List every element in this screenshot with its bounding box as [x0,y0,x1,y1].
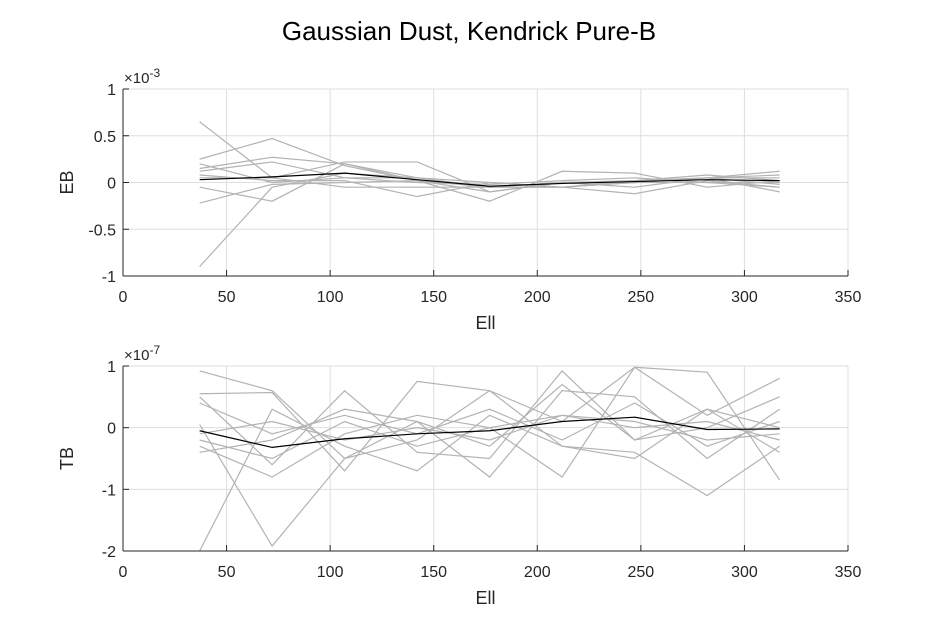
eb-xtick-label-6: 300 [731,289,758,306]
eb-multiplier-base: ×10 [124,70,149,87]
figure-title: Gaussian Dust, Kendrick Pure-B [282,16,656,46]
tb-exponent-multiplier: ×10-7 [124,343,160,364]
eb-mean-line [199,172,780,187]
tb-xtick-label-1: 50 [218,564,236,581]
tb-xlabel: Ell [475,588,495,608]
tb-xtick-label-3: 150 [420,564,447,581]
tb-xtick-label-2: 100 [317,564,344,581]
eb-xtick-label-7: 350 [835,289,862,306]
tb-realization-7 [199,414,780,460]
eb-xlabel: Ell [475,313,495,333]
tb-mean-line [199,416,780,449]
tb-xtick-label-0: 0 [119,564,128,581]
eb-exponent-multiplier: ×10-3 [124,66,160,87]
tb-ytick-label-0: -2 [102,544,116,561]
eb-ytick-label-1: -0.5 [88,222,116,239]
eb-multiplier-exp: -3 [149,66,160,80]
eb-realization-3 [199,161,780,188]
eb-xtick-label-5: 250 [628,289,655,306]
eb-ytick-label-2: 0 [107,176,116,193]
tb-multiplier-exp: -7 [149,343,160,357]
tb-ylabel: TB [57,447,77,470]
tb-realization-9 [199,414,780,441]
eb-ytick-label-0: -1 [102,269,116,286]
tb-subplot: 0 50 100 150 200 250 300 350 -2 -1 0 1 Ell TB ×10-7 [57,343,861,608]
eb-xtick-label-3: 150 [420,289,447,306]
tb-xtick-label-4: 200 [524,564,551,581]
tb-realization-2 [199,370,780,466]
tb-xtick-label-6: 300 [731,564,758,581]
eb-ytick-label-3: 0.5 [94,129,116,146]
eb-xtick-label-0: 0 [119,289,128,306]
eb-realization-8 [199,156,780,202]
eb-realization-9 [199,174,780,198]
eb-realization-7 [199,163,780,202]
tb-xtick-label-7: 350 [835,564,862,581]
tb-xtick-label-5: 250 [628,564,655,581]
eb-ytick-label-4: 1 [107,82,116,99]
eb-subplot: 0 50 100 150 200 250 300 350 -1 -0.5 0 0.5 1 Ell EB ×10… [57,66,861,333]
tb-realization-1 [199,366,781,481]
tb-realization-5 [199,390,780,548]
eb-xtick-label-4: 200 [524,289,551,306]
tb-ytick-label-3: 1 [107,359,116,376]
eb-xtick-label-1: 50 [218,289,236,306]
eb-ylabel: EB [57,170,77,194]
eb-xtick-label-2: 100 [317,289,344,306]
tb-multiplier-base: ×10 [124,347,149,364]
tb-ytick-label-2: 0 [107,421,116,438]
tb-ytick-label-1: -1 [102,482,116,499]
